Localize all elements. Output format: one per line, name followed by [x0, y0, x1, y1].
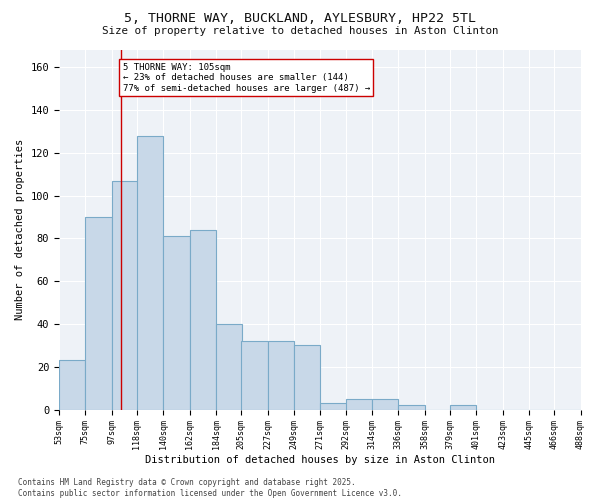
Text: Size of property relative to detached houses in Aston Clinton: Size of property relative to detached ho… [102, 26, 498, 36]
Bar [346, 399, 372, 409]
Bar [137, 136, 163, 409]
Text: Contains HM Land Registry data © Crown copyright and database right 2025.
Contai: Contains HM Land Registry data © Crown c… [18, 478, 402, 498]
Bar [163, 236, 190, 410]
Bar [450, 406, 476, 409]
Bar [320, 404, 347, 409]
Bar [112, 180, 138, 410]
Bar [294, 346, 320, 410]
X-axis label: Distribution of detached houses by size in Aston Clinton: Distribution of detached houses by size … [145, 455, 495, 465]
Text: 5, THORNE WAY, BUCKLAND, AYLESBURY, HP22 5TL: 5, THORNE WAY, BUCKLAND, AYLESBURY, HP22… [124, 12, 476, 26]
Bar [372, 399, 398, 409]
Bar [59, 360, 85, 410]
Bar [241, 341, 268, 409]
Bar [398, 406, 425, 409]
Bar [216, 324, 242, 410]
Bar [85, 217, 112, 410]
Y-axis label: Number of detached properties: Number of detached properties [15, 139, 25, 320]
Text: 5 THORNE WAY: 105sqm
← 23% of detached houses are smaller (144)
77% of semi-deta: 5 THORNE WAY: 105sqm ← 23% of detached h… [122, 63, 370, 92]
Bar [268, 341, 294, 409]
Bar [190, 230, 216, 410]
